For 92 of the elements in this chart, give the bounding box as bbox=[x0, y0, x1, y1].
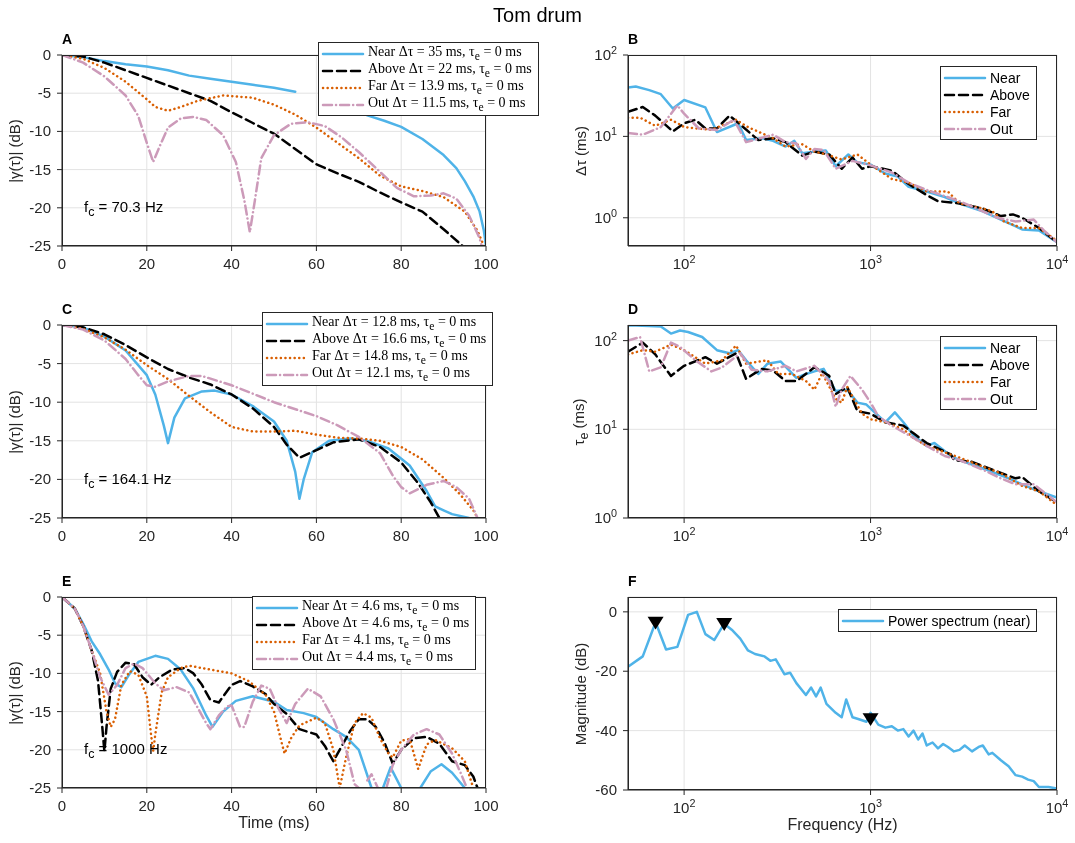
x-tick-label: 10$^{2}$ bbox=[672, 797, 696, 816]
chart-subtitle: D bbox=[628, 301, 639, 317]
y-tick-label: -5 bbox=[37, 626, 51, 644]
y-tick-label: 10$^{0}$ bbox=[594, 507, 617, 526]
legend-label: Near Δτ = 4.6 ms, τ$_{e}$ = 0 ms bbox=[302, 598, 460, 617]
y-tick-label: 10$^{2}$ bbox=[594, 44, 617, 63]
x-tick-label: 10$^{3}$ bbox=[859, 253, 882, 272]
y-tick-label: 10$^{0}$ bbox=[594, 206, 617, 226]
annotation: f$_{c}$ = 70.3 Hz bbox=[84, 198, 164, 219]
y-tick-label: -10 bbox=[29, 393, 51, 411]
x-tick-label: 60 bbox=[308, 797, 325, 814]
y-tick-label: -60 bbox=[595, 781, 617, 798]
chart-subtitle: E bbox=[62, 573, 72, 589]
legend-label: Near Δτ = 35 ms, τ$_{e}$ = 0 ms bbox=[368, 44, 522, 63]
y-tick-label: -20 bbox=[29, 198, 51, 216]
y-axis-title: |γ(τ)| (dB) bbox=[5, 389, 23, 454]
y-axis-title: |γ(τ)| (dB) bbox=[5, 660, 23, 725]
legend-label: Far bbox=[990, 373, 1011, 390]
legend-label: Far Δτ = 4.1 ms, τ$_{e}$ = 0 ms bbox=[302, 632, 451, 651]
legend-label: Above bbox=[990, 86, 1030, 103]
x-tick-label: 10$^{4}$ bbox=[1045, 525, 1069, 544]
y-tick-label: 10$^{1}$ bbox=[594, 125, 617, 145]
x-tick-label: 40 bbox=[223, 797, 240, 814]
chart-subtitle: C bbox=[62, 301, 73, 317]
x-tick-label: 0 bbox=[57, 255, 67, 272]
legend-label: Above bbox=[990, 356, 1030, 373]
x-tick-label: 80 bbox=[392, 797, 410, 814]
legend-label: Out Δτ = 11.5 ms, τ$_{e}$ = 0 ms bbox=[368, 95, 526, 114]
legend-label: Out Δτ = 4.4 ms, τ$_{e}$ = 0 ms bbox=[302, 649, 453, 668]
y-tick-label: 10$^{2}$ bbox=[594, 329, 617, 349]
legend-label: Above Δτ = 22 ms, τ$_{e}$ = 0 ms bbox=[368, 61, 532, 80]
legend-label: Far Δτ = 13.9 ms, τ$_{e}$ = 0 ms bbox=[368, 78, 524, 97]
x-tick-label: 10$^{2}$ bbox=[672, 525, 696, 544]
y-tick-label: 0 bbox=[42, 316, 51, 333]
legend-label: Out Δτ = 12.1 ms, τ$_{e}$ = 0 ms bbox=[312, 365, 470, 384]
y-tick-label: -10 bbox=[29, 122, 51, 140]
legend-label: Above Δτ = 16.6 ms, τ$_{e}$ = 0 ms bbox=[312, 331, 487, 350]
x-tick-label: 60 bbox=[308, 527, 325, 544]
x-tick-label: 20 bbox=[138, 255, 156, 272]
x-tick-label: 10$^{4}$ bbox=[1045, 797, 1069, 816]
y-tick-label: 0 bbox=[608, 602, 617, 620]
x-tick-label: 80 bbox=[392, 527, 410, 544]
y-axis-title: |γ(τ)| (dB) bbox=[5, 118, 23, 183]
text: Tom drum bbox=[492, 4, 583, 27]
y-tick-label: -25 bbox=[29, 509, 51, 526]
chart-subtitle: B bbox=[628, 31, 639, 47]
y-tick-label: -10 bbox=[29, 664, 51, 682]
y-tick-label: -5 bbox=[37, 84, 51, 102]
y-tick-label: -15 bbox=[29, 160, 51, 178]
x-tick-label: 0 bbox=[57, 797, 67, 814]
x-tick-label: 10$^{3}$ bbox=[859, 797, 882, 816]
y-tick-label: 0 bbox=[42, 588, 51, 605]
y-tick-label: -15 bbox=[29, 431, 51, 449]
legend-label: Far bbox=[990, 103, 1011, 120]
chart-subtitle: F bbox=[628, 573, 637, 589]
x-tick-label: 20 bbox=[138, 527, 156, 544]
x-axis-title: Frequency (Hz) bbox=[787, 816, 898, 834]
legend-label: Near bbox=[990, 69, 1021, 86]
y-tick-label: -20 bbox=[29, 470, 51, 488]
y-tick-label: -20 bbox=[595, 662, 617, 680]
legend-label: Power spectrum (near) bbox=[888, 612, 1031, 629]
x-tick-label: 80 bbox=[392, 255, 410, 272]
x-tick-label: 100 bbox=[473, 255, 499, 272]
x-tick-label: 10$^{4}$ bbox=[1045, 253, 1069, 272]
x-tick-label: 10$^{3}$ bbox=[859, 525, 882, 544]
legend-label: Out bbox=[990, 390, 1013, 407]
y-axis-title: Magnitude (dB) bbox=[571, 642, 589, 745]
y-tick-label: -15 bbox=[29, 702, 51, 720]
y-tick-label: -25 bbox=[29, 237, 51, 254]
annotation: f$_{c}$ = 164.1 Hz bbox=[84, 470, 172, 491]
x-tick-label: 20 bbox=[138, 797, 156, 814]
legend-label: Near bbox=[990, 339, 1021, 356]
chart-subtitle: A bbox=[62, 31, 73, 47]
legend-label: Far Δτ = 14.8 ms, τ$_{e}$ = 0 ms bbox=[312, 348, 468, 367]
x-tick-label: 10$^{2}$ bbox=[672, 253, 696, 272]
y-tick-label: -20 bbox=[29, 740, 51, 758]
x-tick-label: 0 bbox=[57, 527, 67, 544]
x-tick-label: 40 bbox=[223, 255, 240, 272]
y-tick-label: -40 bbox=[595, 721, 617, 739]
y-tick-label: 0 bbox=[42, 46, 51, 63]
x-tick-label: 40 bbox=[223, 527, 240, 544]
y-tick-label: 10$^{1}$ bbox=[594, 418, 617, 438]
y-axis-title: Δτ (ms) bbox=[571, 125, 589, 176]
x-tick-label: 100 bbox=[473, 797, 499, 814]
y-tick-label: -5 bbox=[37, 354, 51, 372]
legend-label: Near Δτ = 12.8 ms, τ$_{e}$ = 0 ms bbox=[312, 314, 477, 333]
x-tick-label: 100 bbox=[473, 527, 499, 544]
x-tick-label: 60 bbox=[308, 255, 325, 272]
legend-label: Above Δτ = 4.6 ms, τ$_{e}$ = 0 ms bbox=[302, 615, 470, 634]
legend-label: Out bbox=[990, 120, 1013, 137]
x-axis-title: Time (ms) bbox=[238, 814, 310, 832]
y-tick-label: -25 bbox=[29, 779, 51, 796]
